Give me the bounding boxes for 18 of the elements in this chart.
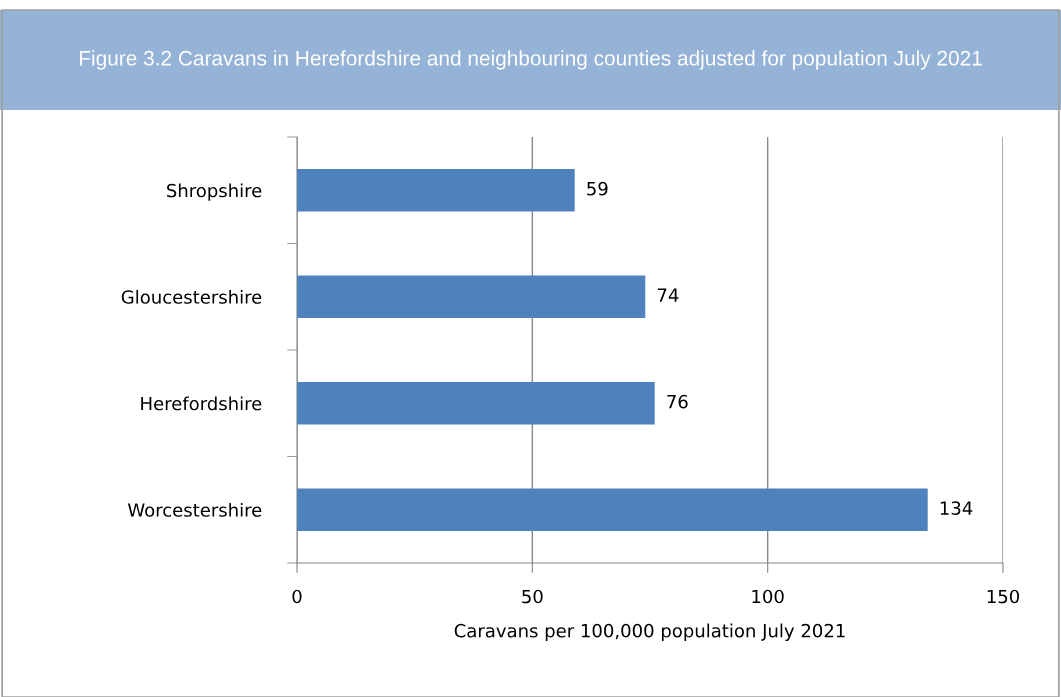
bar: [297, 168, 575, 212]
x-tick-label: 0: [292, 589, 302, 604]
bar: [297, 488, 928, 532]
x-tick-label: 150: [987, 589, 1020, 604]
y-tick-label: Worcestershire: [127, 502, 262, 517]
x-tick-label: 50: [522, 589, 543, 604]
y-tick-label: Gloucestershire: [121, 289, 262, 304]
data-label: 76: [667, 394, 688, 409]
data-label: 134: [940, 501, 973, 515]
y-tick-label: Shropshire: [167, 183, 262, 201]
bar: [297, 381, 655, 425]
y-tick-label: Herefordshire: [141, 396, 262, 411]
chart-title: Figure 3.2 Caravans in Herefordshire and neighbouring counties adjusted for population July 2021: [79, 50, 982, 70]
x-tick-label: 100: [752, 589, 784, 604]
bar: [297, 275, 646, 319]
data-label: 74: [657, 288, 679, 302]
data-label: 59: [587, 181, 608, 196]
x-axis-title: Caravans per 100,000 population July 2021: [454, 623, 845, 641]
